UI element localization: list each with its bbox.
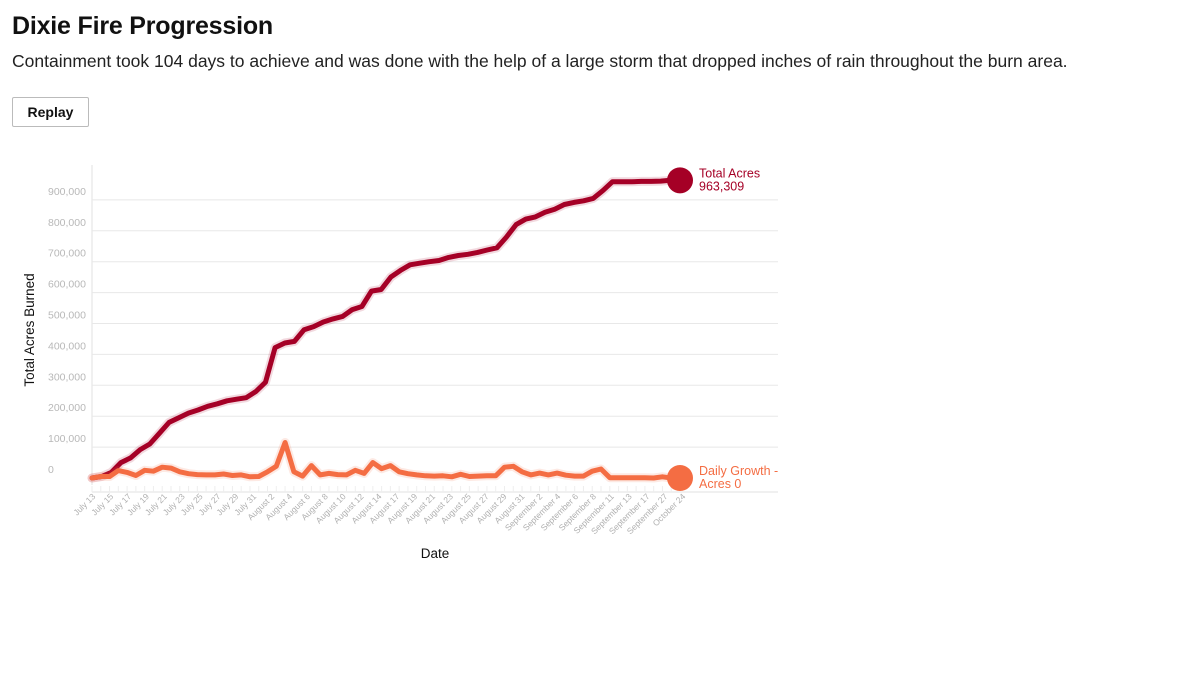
y-tick-label: 800,000 bbox=[48, 217, 86, 229]
x-axis-title: Date bbox=[421, 546, 450, 561]
y-tick-label: 500,000 bbox=[48, 310, 86, 322]
y-axis-title: Total Acres Burned bbox=[22, 273, 37, 386]
series-end-label: Total Acres 963,309 bbox=[699, 166, 760, 193]
y-tick-label: 900,000 bbox=[48, 186, 86, 198]
chart-grid bbox=[91, 165, 778, 493]
series-line bbox=[89, 440, 683, 481]
y-tick-label: 0 bbox=[48, 464, 54, 476]
y-tick-label: 300,000 bbox=[48, 371, 86, 383]
y-tick-label: 400,000 bbox=[48, 340, 86, 352]
page-subtitle: Containment took 104 days to achieve and… bbox=[12, 51, 1068, 71]
series-end-label: Daily Growth -Acres 0 bbox=[699, 464, 778, 491]
replay-button[interactable]: Replay bbox=[12, 97, 89, 127]
series-end-marker bbox=[667, 167, 693, 194]
y-tick-label: 100,000 bbox=[48, 433, 86, 445]
y-tick-label: 200,000 bbox=[48, 402, 86, 414]
series-lines: Total Acres 963,309 Daily Growth -Acres 0 bbox=[87, 166, 778, 491]
series-end-marker bbox=[667, 465, 693, 491]
y-tick-label: 700,000 bbox=[48, 248, 86, 260]
y-tick-label: 600,000 bbox=[48, 279, 86, 291]
y-axis-ticks: 0 100,000 200,000 300,000 400,000 500,000 600,… bbox=[48, 186, 86, 476]
series-line bbox=[89, 177, 683, 481]
series-line-halo bbox=[87, 175, 685, 483]
page-title: Dixie Fire Progression bbox=[12, 12, 273, 40]
